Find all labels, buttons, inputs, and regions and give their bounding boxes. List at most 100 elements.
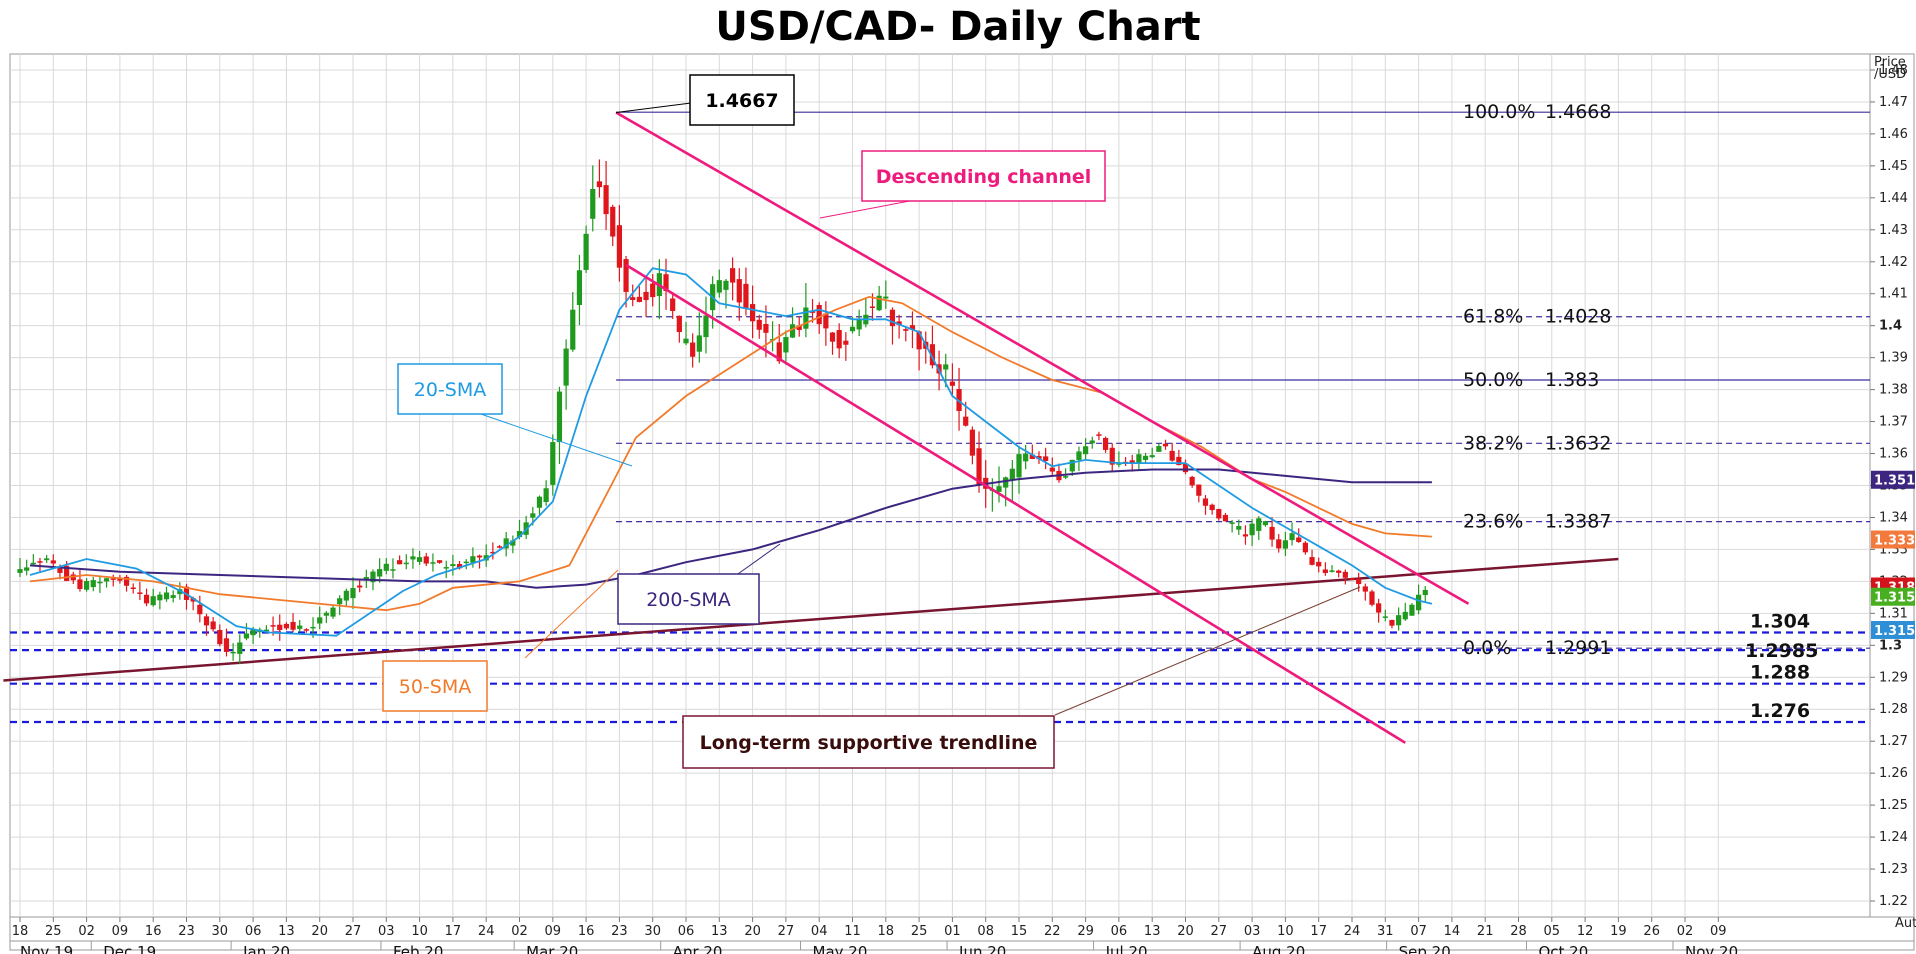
x-tick-label: 18	[878, 924, 895, 939]
candle-body	[829, 332, 836, 342]
fib-level-value: 1.3632	[1545, 432, 1611, 454]
x-tick-label: 02	[78, 924, 95, 939]
y-tick-label: 1.46	[1879, 127, 1908, 142]
candle-body	[210, 621, 216, 630]
candle-body	[297, 625, 303, 629]
candle-body	[736, 279, 742, 303]
candle-body	[1229, 522, 1235, 524]
candle-body	[883, 296, 889, 299]
y-tick-label: 1.4	[1879, 319, 1902, 334]
candle-body	[1249, 523, 1255, 536]
candle-body	[363, 577, 369, 580]
sma50-callout-pointer	[524, 569, 619, 659]
candle-body	[496, 546, 503, 548]
candle-body	[436, 560, 443, 563]
candle-body	[1256, 518, 1262, 531]
x-month-label: Jun 20	[958, 943, 1006, 954]
candle-body	[1242, 534, 1249, 537]
candle-body	[610, 206, 616, 237]
candle-body	[350, 588, 356, 599]
candle-body	[650, 283, 656, 298]
x-tick-label: 01	[944, 924, 961, 939]
candle-body	[137, 592, 143, 594]
fib-level-value: 1.4668	[1545, 101, 1611, 123]
candle-body	[683, 338, 689, 344]
candle-body	[763, 323, 769, 333]
candle-body	[556, 391, 563, 443]
high-callout: 1.4667	[705, 90, 778, 112]
candle-body	[1376, 603, 1382, 613]
candle-body	[663, 274, 669, 292]
price-badge-label: 1.3152	[1874, 624, 1916, 639]
candle-body	[1336, 570, 1342, 573]
x-tick-label: 09	[112, 924, 129, 939]
candle-body	[1076, 451, 1082, 460]
candle-body	[1009, 468, 1015, 481]
y-axis-label: /USD	[1874, 67, 1906, 82]
candle-body	[197, 604, 203, 615]
candle-body	[796, 325, 802, 330]
candle-body	[1176, 456, 1182, 466]
candle-body	[750, 304, 756, 322]
fib-level-percent: 0.0%	[1463, 637, 1511, 659]
y-tick-label: 1.43	[1879, 223, 1908, 238]
channel-lower-line	[625, 263, 1406, 744]
candle-body	[1289, 533, 1295, 541]
x-tick-label: 30	[212, 924, 229, 939]
candle-body	[1202, 498, 1209, 506]
x-tick-label: 27	[1211, 924, 1228, 939]
x-month-label: Sep 20	[1399, 943, 1451, 954]
candle-body	[64, 565, 70, 581]
candle-body	[943, 364, 949, 370]
candle-body	[323, 612, 329, 616]
x-tick-label: 13	[711, 924, 728, 939]
x-month-label: Feb 20	[393, 943, 443, 954]
candle-body	[1302, 542, 1308, 553]
candle-body	[543, 488, 549, 502]
x-tick-label: 28	[1510, 924, 1527, 939]
y-tick-label: 1.22	[1879, 894, 1908, 909]
candle-body	[1322, 569, 1328, 573]
candle-body	[789, 324, 796, 338]
candle-body	[816, 304, 822, 325]
x-tick-label: 04	[811, 924, 828, 939]
x-tick-label: 13	[1144, 924, 1161, 939]
y-tick-label: 1.36	[1879, 447, 1908, 462]
sma50-callout: 50-SMA	[399, 676, 471, 698]
candle-body	[1216, 509, 1222, 519]
candle-body	[84, 581, 90, 590]
candle-body	[403, 562, 409, 565]
candle-body	[223, 638, 230, 652]
candle-body	[1029, 454, 1035, 460]
support-level-label: 1.2985	[1745, 640, 1818, 662]
candle-body	[889, 309, 896, 327]
candle-body	[929, 344, 936, 366]
x-tick-label: 02	[511, 924, 528, 939]
x-tick-label: 07	[1410, 924, 1427, 939]
candle-body	[823, 313, 829, 329]
candle-body	[623, 259, 629, 292]
candle-body	[1316, 561, 1322, 567]
candle-body	[1329, 570, 1335, 572]
x-month-label: Aug 20	[1252, 943, 1305, 954]
candle-body	[143, 594, 150, 604]
candle-body	[1416, 594, 1422, 611]
candle-body	[756, 319, 762, 330]
y-tick-label: 1.29	[1879, 670, 1908, 685]
channel-upper-line	[615, 111, 1470, 605]
sma20-callout: 20-SMA	[414, 379, 486, 401]
support-level-label: 1.304	[1750, 611, 1810, 633]
x-tick-label: 29	[1077, 924, 1094, 939]
candle-body	[383, 563, 389, 571]
candle-body	[170, 595, 176, 598]
candle-body	[949, 381, 955, 386]
y-tick-label: 1.41	[1879, 287, 1908, 302]
fib-level-value: 1.3387	[1545, 511, 1611, 533]
candle-body	[583, 233, 589, 270]
y-tick-label: 1.42	[1879, 255, 1908, 270]
x-tick-label: 11	[844, 924, 861, 939]
candle-body	[596, 181, 603, 188]
candle-body	[1282, 540, 1288, 549]
